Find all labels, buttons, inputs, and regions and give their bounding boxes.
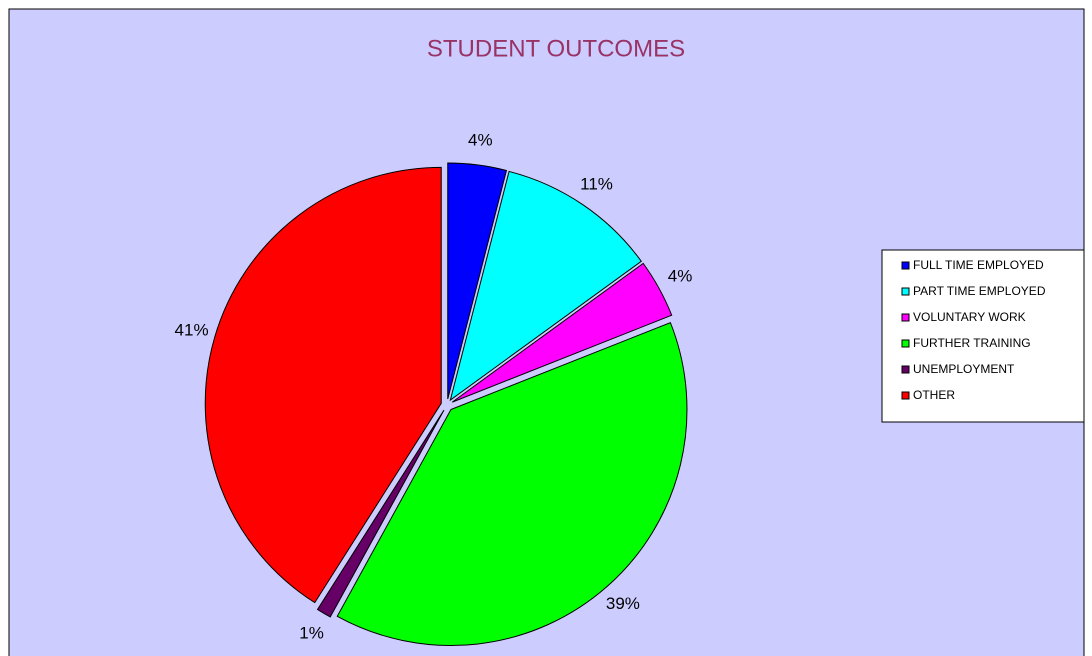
legend-swatch xyxy=(901,339,910,348)
legend-swatch xyxy=(901,313,910,322)
legend-box xyxy=(881,249,1085,423)
legend-label: FURTHER TRAINING xyxy=(913,336,1031,350)
pie-slice xyxy=(316,409,445,618)
pie-slice xyxy=(447,162,508,400)
data-label: 4% xyxy=(668,266,693,285)
data-label: 41% xyxy=(175,320,209,339)
legend-label: PART TIME EMPLOYED xyxy=(913,284,1046,298)
legend-swatch xyxy=(901,365,910,374)
legend-label: FULL TIME EMPLOYED xyxy=(913,258,1044,272)
pie-slice xyxy=(336,321,688,646)
legend-label: OTHER xyxy=(913,388,955,402)
legend-swatch xyxy=(901,391,910,400)
data-label: 39% xyxy=(606,594,640,613)
legend-swatch xyxy=(901,261,910,270)
chart-title: STUDENT OUTCOMES xyxy=(427,35,685,62)
data-label: 11% xyxy=(580,174,613,193)
data-label: 1% xyxy=(299,623,324,642)
legend-swatch xyxy=(901,287,910,296)
pie-slice xyxy=(451,262,673,403)
legend-label: UNEMPLOYMENT xyxy=(913,362,1015,376)
data-label: 4% xyxy=(468,131,493,150)
pie-slice xyxy=(449,170,642,402)
pie-slice xyxy=(204,166,442,604)
legend-label: VOLUNTARY WORK xyxy=(913,310,1026,324)
